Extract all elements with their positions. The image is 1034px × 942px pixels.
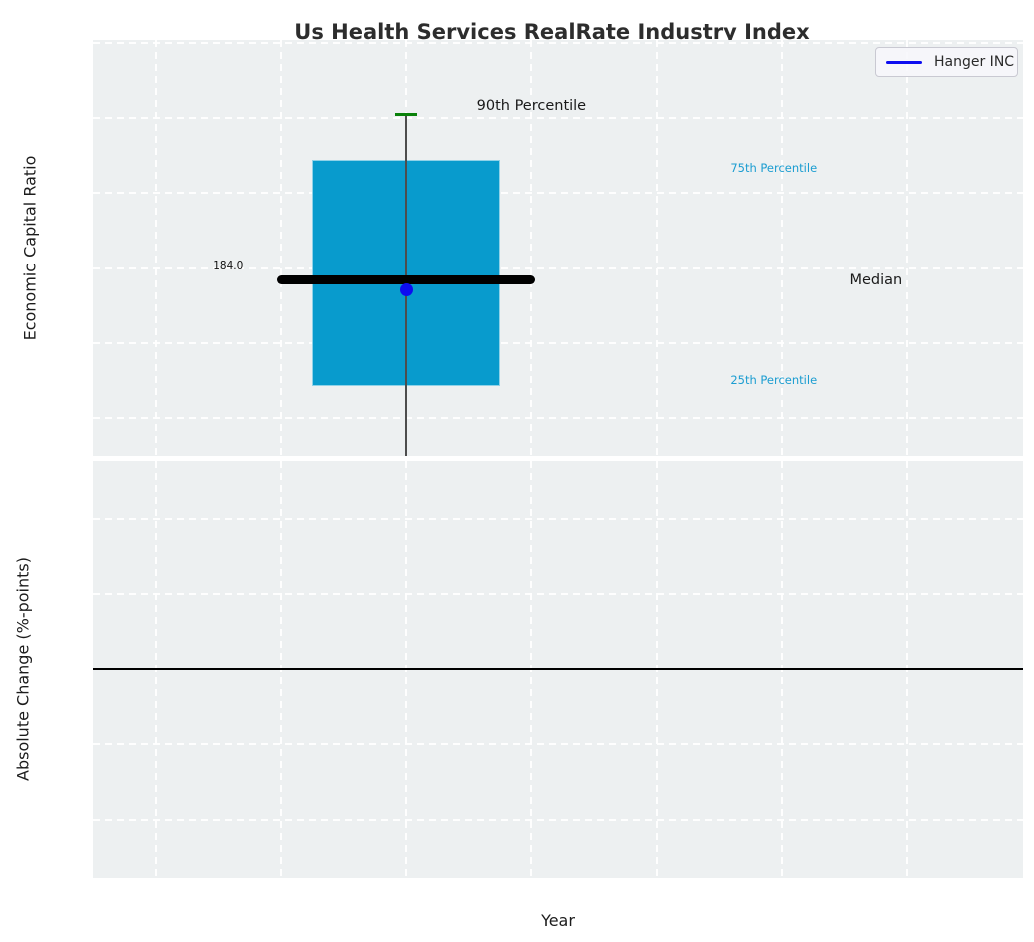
legend-line-swatch (886, 60, 922, 64)
gridline-h-top (93, 341, 1023, 344)
gridline-h-top (93, 191, 1023, 194)
gridline-h-top (93, 116, 1023, 119)
y-axis-label-bottom: Absolute Change (%-points) (13, 557, 33, 781)
p90-cap (395, 113, 417, 117)
gridline-h-bottom (93, 818, 1023, 821)
gridline-h-bottom (93, 743, 1023, 746)
x-axis-label: Year (541, 911, 575, 930)
gridline-v-top (154, 40, 157, 456)
gridline-v-top (279, 40, 282, 456)
gridline-v-top (906, 40, 909, 456)
annotation-median-value: 184.0 (213, 259, 244, 272)
gridline-h-bottom (93, 517, 1023, 520)
annotation-90th-percentile: 90th Percentile (476, 97, 587, 114)
median-line (276, 275, 536, 285)
gridline-h-top (93, 266, 1023, 269)
gridline-h-bottom (93, 592, 1023, 595)
axes-economic-capital-ratio (93, 40, 1023, 456)
zero-line (93, 668, 1023, 671)
gridline-v-top (655, 40, 658, 456)
legend: Hanger INC (875, 47, 1018, 77)
annotation-75th-percentile: 75th Percentile (730, 160, 818, 175)
gridline-h-top (93, 41, 1023, 44)
hanger-inc-point (399, 283, 413, 297)
annotation-median: Median (849, 271, 903, 288)
gridline-h-top (93, 416, 1023, 419)
gridline-v-top (530, 40, 533, 456)
gridline-v-top (780, 40, 783, 456)
annotation-25th-percentile: 25th Percentile (730, 373, 818, 388)
legend-label: Hanger INC (934, 54, 1015, 70)
y-axis-label-top: Economic Capital Ratio (20, 155, 40, 341)
